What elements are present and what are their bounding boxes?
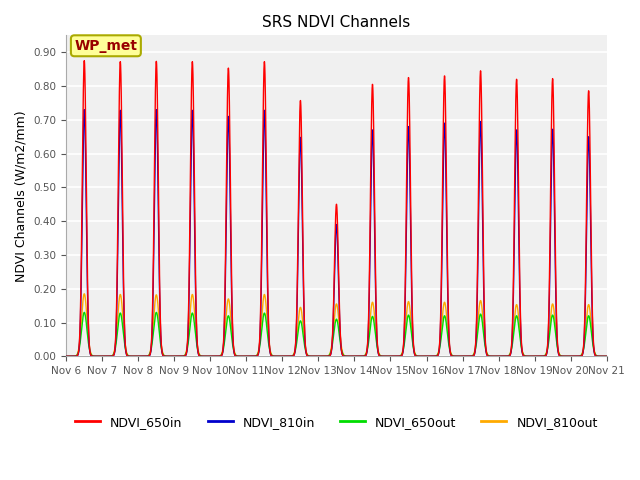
Title: SRS NDVI Channels: SRS NDVI Channels — [262, 15, 411, 30]
Text: WP_met: WP_met — [74, 39, 138, 53]
Y-axis label: NDVI Channels (W/m2/mm): NDVI Channels (W/m2/mm) — [15, 110, 28, 282]
Legend: NDVI_650in, NDVI_810in, NDVI_650out, NDVI_810out: NDVI_650in, NDVI_810in, NDVI_650out, NDV… — [70, 411, 603, 434]
